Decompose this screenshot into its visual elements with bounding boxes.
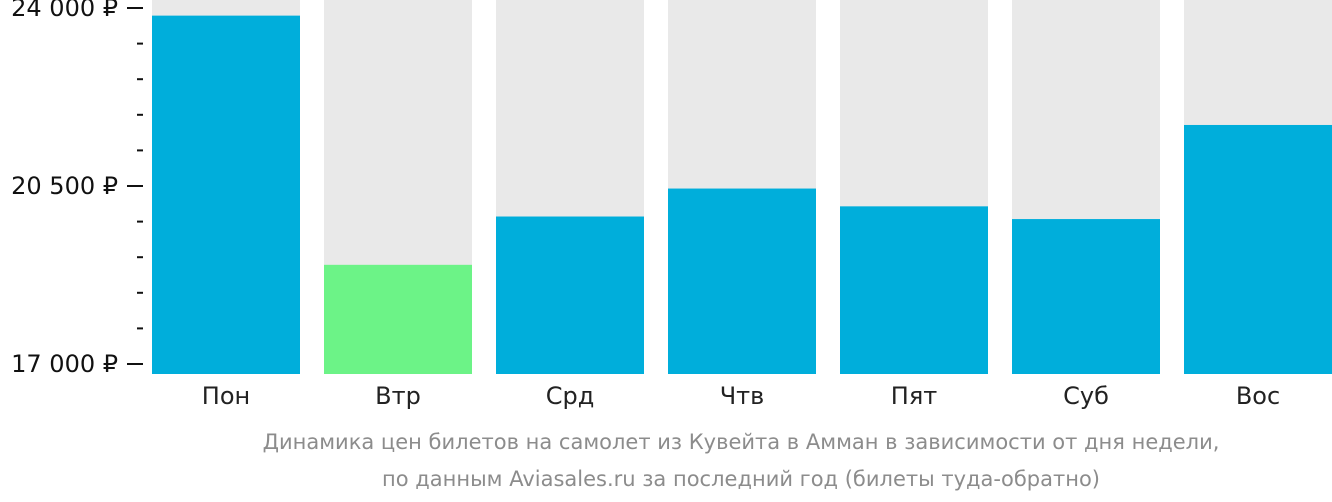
x-tick-label: Суб — [1063, 382, 1109, 410]
y-tick-label: 24 000 ₽ — [11, 0, 118, 22]
bar-6 — [1184, 124, 1332, 374]
x-tick-label: Пят — [891, 382, 937, 410]
y-axis: 17 000 ₽ 20 500 ₽ 24 000 ₽ — [11, 0, 143, 378]
x-tick-label: Втр — [375, 382, 421, 410]
price-by-weekday-chart: 17 000 ₽ 20 500 ₽ 24 000 ₽ Пон Втр Срд Чтв Пят… — [11, 0, 1332, 410]
x-tick-label: Пон — [202, 382, 250, 410]
bar-3 — [668, 188, 816, 374]
bar-4 — [840, 206, 988, 374]
chart-caption-line-1: Динамика цен билетов на самолет из Кувей… — [262, 430, 1220, 454]
y-tick-label: 20 500 ₽ — [11, 172, 118, 200]
x-tick-label: Срд — [546, 382, 595, 410]
bar-0 — [152, 15, 300, 375]
bar-1 — [324, 264, 472, 374]
bars — [152, 15, 1332, 375]
bar-2 — [496, 216, 644, 374]
chart-caption-line-2: по данным Aviasales.ru за последний год … — [382, 467, 1100, 491]
x-tick-label: Вос — [1236, 382, 1280, 410]
x-tick-label: Чтв — [720, 382, 765, 410]
bar-5 — [1012, 219, 1160, 374]
x-axis-labels: Пон Втр Срд Чтв Пят Суб Вос — [202, 382, 1280, 410]
y-tick-label: 17 000 ₽ — [11, 350, 118, 378]
